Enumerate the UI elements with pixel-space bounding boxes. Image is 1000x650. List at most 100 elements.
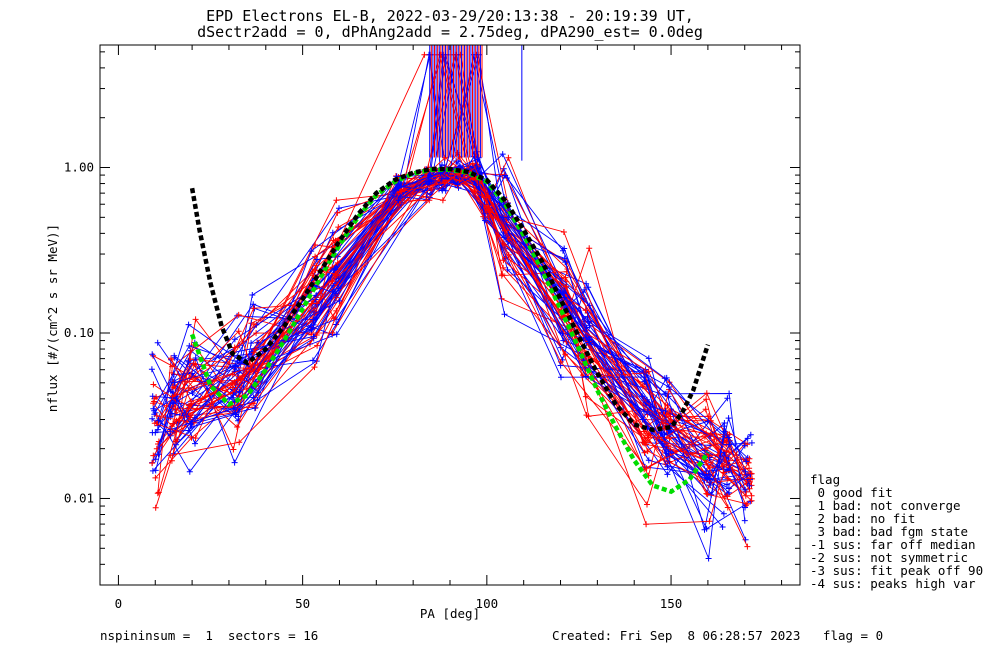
data-point	[645, 368, 652, 375]
data-point	[724, 481, 730, 488]
data-point	[398, 188, 405, 195]
data-point	[505, 214, 512, 221]
data-point	[644, 448, 651, 455]
data-point	[155, 451, 162, 458]
data-point	[427, 173, 434, 180]
data-point	[585, 318, 592, 325]
data-point	[639, 383, 646, 390]
data-point	[585, 339, 592, 346]
x-tick-label: 150	[660, 596, 683, 611]
data-point	[703, 468, 710, 474]
data-point	[442, 187, 449, 194]
data-point	[748, 470, 755, 477]
data-line	[171, 180, 749, 498]
fit-curve-black	[189, 166, 711, 433]
data-point	[313, 300, 320, 307]
data-point	[235, 328, 242, 335]
data-point	[332, 290, 339, 297]
data-point	[192, 355, 199, 361]
data-line	[174, 54, 730, 475]
data-point	[171, 379, 178, 386]
data-line	[152, 166, 747, 506]
data-point	[231, 459, 238, 466]
data-point	[706, 518, 713, 525]
data-point	[703, 390, 710, 397]
data-point	[454, 181, 461, 188]
data-point	[664, 463, 671, 470]
data-point	[704, 491, 711, 498]
data-point	[707, 482, 714, 488]
data-point	[720, 510, 727, 517]
data-point	[744, 435, 751, 442]
legend-title: flag	[810, 472, 841, 487]
data-point	[230, 392, 237, 398]
data-point	[505, 251, 512, 258]
data-point	[702, 445, 709, 452]
data-point	[251, 321, 258, 328]
data-point	[190, 360, 197, 367]
data-point	[560, 247, 566, 254]
data-point	[187, 414, 194, 421]
data-point	[235, 311, 242, 318]
data-point	[185, 385, 192, 392]
data-point	[254, 397, 261, 403]
data-point	[708, 431, 714, 438]
data-point	[664, 471, 671, 478]
data-point	[644, 430, 651, 437]
data-point	[149, 351, 156, 358]
data-point	[168, 355, 174, 362]
data-point	[334, 259, 341, 266]
data-point	[153, 394, 160, 401]
data-point	[191, 419, 197, 426]
data-point	[310, 333, 317, 340]
data-point	[232, 411, 239, 418]
data-point	[185, 358, 192, 365]
data-point	[152, 456, 159, 463]
data-point	[188, 398, 194, 405]
chart-title: EPD Electrons EL-B, 2022-03-29/20:13:38 …	[206, 7, 694, 25]
data-line	[155, 166, 748, 479]
data-point	[560, 229, 567, 235]
data-point	[639, 393, 646, 400]
legend-item: 1 bad: not converge	[810, 498, 961, 513]
data-point	[643, 521, 650, 528]
data-point	[666, 384, 672, 390]
data-point	[230, 405, 237, 412]
data-point	[153, 412, 160, 419]
data-point	[186, 468, 193, 475]
data-point	[501, 227, 508, 234]
data-point	[332, 271, 339, 277]
data-line	[170, 167, 752, 502]
data-point	[192, 440, 198, 447]
data-point	[155, 489, 162, 496]
data-point	[169, 410, 176, 417]
data-point	[701, 526, 708, 533]
data-point	[741, 517, 748, 524]
data-point	[705, 471, 712, 478]
data-point	[151, 398, 158, 405]
data-point	[481, 194, 487, 201]
y-axis-label: nflux [#/(cm^2 s sr MeV)]	[45, 224, 60, 412]
data-point	[725, 415, 732, 422]
data-point	[744, 500, 751, 507]
data-point	[483, 204, 490, 211]
data-point	[724, 395, 731, 402]
data-point	[746, 482, 753, 489]
data-line	[152, 155, 746, 508]
data-line	[154, 156, 753, 475]
data-point	[173, 417, 180, 424]
data-point	[310, 321, 317, 328]
data-point	[313, 301, 320, 308]
data-point	[643, 465, 650, 472]
data-point	[171, 352, 178, 359]
data-point	[665, 442, 672, 449]
data-point	[309, 317, 316, 324]
chart-subtitle: dSectr2add = 0, dPhAng2add = 2.75deg, dP…	[197, 23, 703, 41]
data-point	[149, 467, 156, 474]
legend-item: -2 sus: not symmetric	[810, 550, 969, 565]
data-point	[706, 454, 713, 461]
data-point	[335, 224, 342, 231]
data-point	[726, 441, 733, 448]
data-line	[176, 153, 728, 472]
data-line	[158, 172, 748, 547]
